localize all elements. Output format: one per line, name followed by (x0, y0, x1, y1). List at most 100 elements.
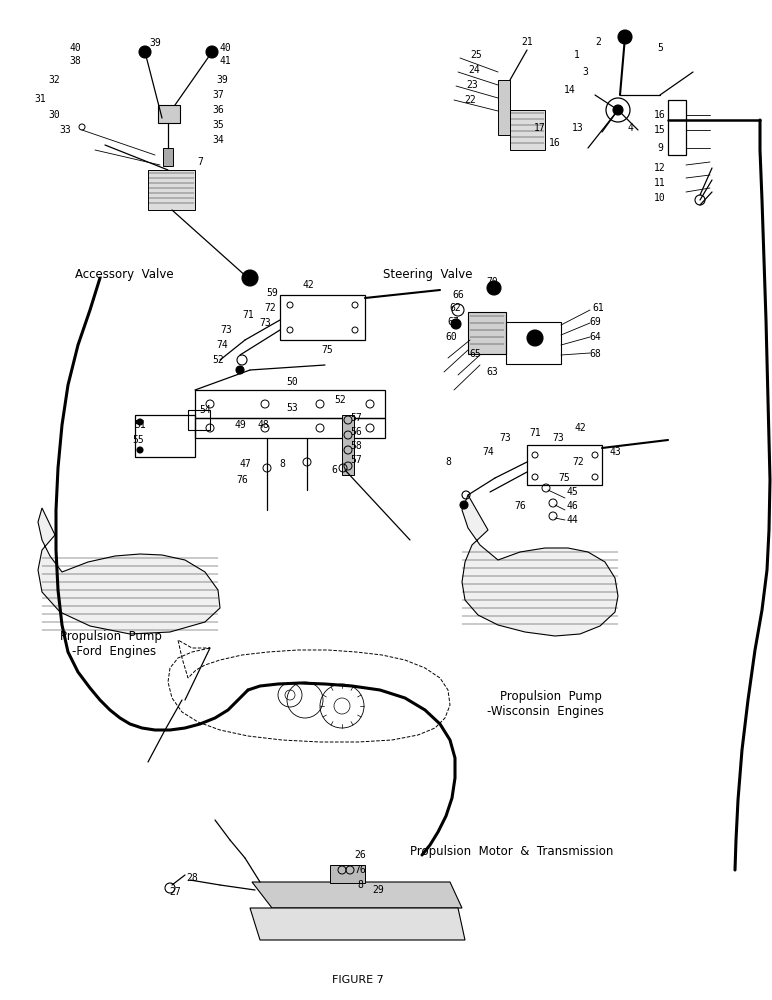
Text: 34: 34 (212, 135, 224, 145)
Text: -Wisconsin  Engines: -Wisconsin Engines (487, 705, 604, 718)
Text: 2: 2 (595, 37, 601, 47)
Polygon shape (250, 908, 465, 940)
Bar (527, 445, 602, 485)
Circle shape (618, 30, 632, 44)
Text: 48: 48 (257, 420, 269, 430)
Text: 14: 14 (564, 85, 576, 95)
Circle shape (137, 447, 143, 453)
Bar (330, 865, 365, 883)
Text: 4: 4 (627, 123, 633, 133)
Bar (163, 148, 173, 166)
Text: 10: 10 (654, 193, 666, 203)
Text: 56: 56 (350, 427, 362, 437)
Bar (468, 312, 506, 354)
Polygon shape (252, 882, 462, 908)
Circle shape (139, 46, 151, 58)
Text: 42: 42 (302, 280, 314, 290)
Text: -Ford  Engines: -Ford Engines (72, 645, 156, 658)
Text: 57: 57 (350, 413, 362, 423)
Circle shape (460, 501, 468, 509)
Text: 1: 1 (574, 50, 580, 60)
Text: 39: 39 (216, 75, 228, 85)
Bar (498, 80, 510, 135)
Text: 6: 6 (331, 465, 337, 475)
Text: 65: 65 (469, 349, 481, 359)
Text: 16: 16 (654, 110, 666, 120)
Bar (668, 100, 686, 155)
Text: 9: 9 (657, 143, 663, 153)
Text: 64: 64 (589, 332, 601, 342)
Text: 37: 37 (212, 90, 224, 100)
Text: 32: 32 (48, 75, 60, 85)
Text: 26: 26 (354, 850, 366, 860)
Text: 29: 29 (372, 885, 384, 895)
Text: 59: 59 (266, 288, 278, 298)
Text: Propulsion  Pump: Propulsion Pump (60, 630, 162, 643)
Text: 11: 11 (654, 178, 666, 188)
Circle shape (527, 330, 543, 346)
Text: 74: 74 (216, 340, 228, 350)
Text: 41: 41 (219, 56, 231, 66)
Circle shape (451, 319, 461, 329)
Bar (506, 322, 561, 364)
Text: 35: 35 (212, 120, 224, 130)
Text: 30: 30 (48, 110, 60, 120)
Text: 31: 31 (34, 94, 46, 104)
Text: 28: 28 (186, 873, 198, 883)
Text: FIGURE 7: FIGURE 7 (332, 975, 384, 985)
Bar (280, 295, 365, 340)
Text: 12: 12 (654, 163, 666, 173)
Text: 73: 73 (259, 318, 271, 328)
Text: 53: 53 (286, 403, 298, 413)
Text: 7: 7 (197, 157, 203, 167)
Text: 15: 15 (654, 125, 666, 135)
Text: 17: 17 (534, 123, 546, 133)
Text: Accessory  Valve: Accessory Valve (75, 268, 174, 281)
Text: 45: 45 (566, 487, 578, 497)
Circle shape (206, 46, 218, 58)
Text: 52: 52 (334, 395, 346, 405)
Text: 44: 44 (566, 515, 578, 525)
Bar (342, 415, 354, 475)
Circle shape (242, 270, 258, 286)
Text: 13: 13 (572, 123, 584, 133)
Text: 36: 36 (212, 105, 224, 115)
Text: 40: 40 (69, 43, 81, 53)
Polygon shape (510, 110, 545, 150)
Text: 5: 5 (657, 43, 663, 53)
Text: 54: 54 (199, 405, 211, 415)
Text: 71: 71 (529, 428, 541, 438)
Text: 49: 49 (234, 420, 245, 430)
Text: Steering  Valve: Steering Valve (383, 268, 472, 281)
Text: 63: 63 (486, 367, 498, 377)
Text: Propulsion  Pump: Propulsion Pump (500, 690, 602, 703)
Text: 57: 57 (350, 455, 362, 465)
Text: 66: 66 (452, 290, 464, 300)
Text: 51: 51 (134, 420, 146, 430)
Text: 73: 73 (552, 433, 564, 443)
Text: 58: 58 (350, 441, 362, 451)
Text: 46: 46 (566, 501, 578, 511)
Text: 68: 68 (589, 349, 601, 359)
Text: 71: 71 (242, 310, 254, 320)
Text: 62: 62 (449, 303, 461, 313)
Text: 27: 27 (169, 887, 181, 897)
Text: 38: 38 (69, 56, 81, 66)
Text: 43: 43 (609, 447, 621, 457)
Text: 8: 8 (445, 457, 451, 467)
Text: 23: 23 (466, 80, 478, 90)
Text: 8: 8 (357, 880, 363, 890)
Text: 21: 21 (521, 37, 533, 47)
Text: 33: 33 (59, 125, 71, 135)
Bar (195, 418, 385, 438)
Text: 73: 73 (220, 325, 232, 335)
Text: Propulsion  Motor  &  Transmission: Propulsion Motor & Transmission (410, 845, 614, 858)
Text: 24: 24 (468, 65, 480, 75)
Circle shape (236, 366, 244, 374)
Text: 8: 8 (279, 459, 285, 469)
Text: 70: 70 (486, 277, 498, 287)
Circle shape (137, 419, 143, 425)
Circle shape (487, 281, 501, 295)
Text: 52: 52 (212, 355, 224, 365)
Text: 3: 3 (582, 67, 588, 77)
